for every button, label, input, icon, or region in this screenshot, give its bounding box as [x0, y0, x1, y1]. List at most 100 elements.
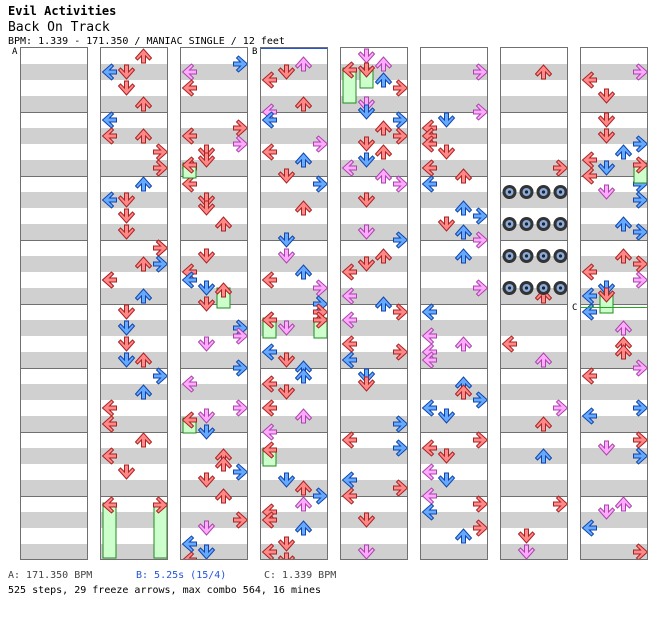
step-notes [101, 48, 167, 559]
step-arrow [454, 384, 473, 400]
measure-line [501, 496, 567, 497]
step-arrow [473, 103, 487, 121]
beat-band [181, 384, 247, 400]
beat-band [501, 256, 567, 272]
step-arrow [614, 496, 633, 512]
beat-band [181, 96, 247, 112]
step-arrow [614, 248, 633, 264]
step-arrow [633, 359, 647, 377]
beat-band [341, 512, 407, 528]
measure-line [101, 176, 167, 177]
step-arrow [261, 423, 277, 441]
measure-line [101, 432, 167, 433]
step-notes [341, 48, 407, 559]
measure-line [501, 112, 567, 113]
beat-band [181, 192, 247, 208]
step-arrow [261, 111, 277, 129]
beat-band [101, 352, 167, 368]
step-arrow [357, 256, 376, 272]
step-arrow [181, 535, 197, 553]
measure-line [421, 496, 487, 497]
step-arrow [473, 519, 487, 537]
beat-band [101, 224, 167, 240]
beat-band [341, 480, 407, 496]
step-arrow [117, 352, 136, 368]
beat-band [581, 128, 647, 144]
step-arrow [197, 336, 216, 352]
beat-band [581, 160, 647, 176]
step-arrow [197, 144, 216, 160]
step-arrow [277, 472, 296, 488]
measure-line [101, 240, 167, 241]
step-arrow [101, 415, 117, 433]
beat-band [261, 448, 327, 464]
step-arrow [454, 336, 473, 352]
step-arrow [581, 151, 597, 169]
step-arrow [393, 127, 407, 145]
beat-band [421, 64, 487, 80]
measure-line [341, 240, 407, 241]
mine-icon [553, 249, 567, 263]
beat-band [261, 256, 327, 272]
step-arrow [374, 296, 393, 312]
step-arrow [117, 192, 136, 208]
step-arrow [313, 175, 327, 193]
beat-band [101, 64, 167, 80]
mine-icon [553, 217, 567, 231]
step-arrow [134, 128, 153, 144]
beat-band [21, 416, 87, 432]
beat-band [21, 96, 87, 112]
step-arrow [261, 271, 277, 289]
chart-column [420, 47, 488, 560]
step-arrow [633, 156, 647, 174]
step-arrow [341, 311, 357, 329]
step-arrow [581, 263, 597, 281]
step-arrow [277, 552, 296, 559]
step-arrow [294, 520, 313, 536]
beat-band [581, 512, 647, 528]
step-arrow [117, 336, 136, 352]
measure-line [261, 368, 327, 369]
beat-band [21, 512, 87, 528]
step-arrow [393, 479, 407, 497]
step-arrow [581, 519, 597, 537]
beat-band [261, 96, 327, 112]
bpm-change-line-c [581, 307, 647, 308]
beat-band [421, 416, 487, 432]
beat-band [181, 416, 247, 432]
step-arrow [393, 111, 407, 129]
step-arrow [153, 143, 167, 161]
beat-band [501, 512, 567, 528]
measure-line [421, 432, 487, 433]
step-arrow [633, 135, 647, 153]
beat-band [421, 160, 487, 176]
beat-band [21, 288, 87, 304]
step-arrow [437, 408, 456, 424]
step-arrow [581, 303, 597, 321]
beat-band [181, 224, 247, 240]
beat-band [101, 384, 167, 400]
beat-band [181, 480, 247, 496]
beat-band [421, 544, 487, 559]
mine-icon [519, 185, 534, 199]
mine-icon [553, 281, 567, 295]
step-arrow [357, 512, 376, 528]
step-arrow [534, 352, 553, 368]
beat-band [101, 160, 167, 176]
beat-band [261, 224, 327, 240]
measure-line [261, 176, 327, 177]
measure-line [21, 240, 87, 241]
step-arrow [393, 175, 407, 193]
mine-icon [553, 185, 567, 199]
step-arrow [633, 223, 647, 241]
step-arrow [421, 399, 437, 417]
step-arrow [357, 152, 376, 168]
step-notes [181, 55, 247, 559]
step-arrow [374, 168, 393, 184]
chart-column [180, 47, 248, 560]
beat-band [181, 512, 247, 528]
measure-line [501, 368, 567, 369]
chart-column [500, 47, 568, 560]
step-arrow [633, 271, 647, 289]
step-arrow [277, 64, 296, 80]
